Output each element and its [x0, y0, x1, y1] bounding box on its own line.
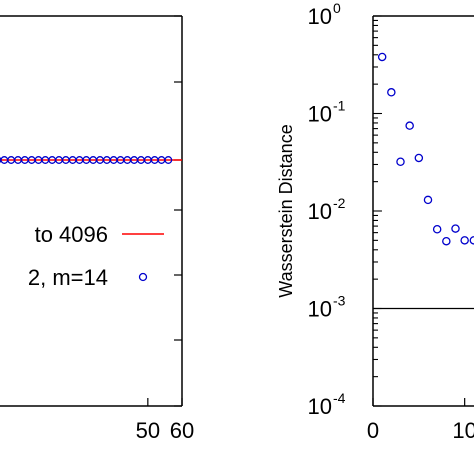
- left-x-tick-labels: 05060: [136, 418, 195, 443]
- right-left-axis-ticks: [373, 15, 382, 407]
- legend: to 4096 2, m=14: [28, 222, 164, 290]
- right-y-tick-exponent: -2: [333, 195, 346, 211]
- right-series-group: [377, 52, 474, 246]
- left-x-tick-label: 60: [170, 418, 194, 443]
- left-series-group: [0, 156, 182, 164]
- right-data-point: [442, 236, 451, 246]
- right-data-point: [451, 224, 460, 233]
- right-data-point: [396, 157, 405, 166]
- right-data-point: [405, 121, 414, 130]
- right-y-tick-base: 10: [308, 102, 332, 127]
- right-y-tick-label: 10 0: [308, 0, 341, 29]
- left-chart-panel: 05060 to 4096 2, m=14: [0, 15, 195, 443]
- right-data-point: [387, 88, 396, 97]
- left-data-point: [164, 156, 173, 164]
- right-y-tick-exponent: 0: [333, 0, 341, 16]
- right-data-point: [377, 52, 387, 62]
- right-y-tick-base: 10: [308, 4, 332, 29]
- right-bottom-axis-ticks: [372, 398, 466, 406]
- legend-entry-line-label: to 4096: [35, 222, 108, 247]
- right-y-tick-base: 10: [308, 394, 332, 419]
- right-data-point: [460, 236, 469, 245]
- right-x-tick-label: 10: [452, 418, 474, 443]
- right-data-point: [414, 153, 424, 163]
- left-right-axis-ticks: [174, 15, 182, 407]
- legend-entry-marker-swatch: [138, 272, 148, 282]
- right-y-tick-label: 10 -2: [308, 195, 346, 224]
- left-bottom-axis-ticks: [147, 398, 183, 406]
- right-data-point: [423, 195, 433, 205]
- right-y-tick-label: 10 -3: [308, 293, 346, 322]
- right-data-point: [432, 224, 442, 234]
- right-y-tick-base: 10: [308, 297, 332, 322]
- right-data-point: [469, 236, 474, 245]
- left-x-tick-label: 50: [136, 418, 160, 443]
- right-y-tick-base: 10: [308, 199, 332, 224]
- right-x-tick-label: 0: [367, 418, 379, 443]
- right-y-tick-exponent: -3: [333, 293, 346, 309]
- right-y-tick-label: 10 -4: [308, 390, 346, 419]
- right-x-tick-labels: 0 10: [367, 418, 474, 443]
- right-y-tick-label: 10 -1: [308, 98, 346, 127]
- y-axis-title: Wasserstein Distance: [276, 124, 296, 297]
- legend-entry-marker-label: 2, m=14: [28, 265, 108, 290]
- right-y-tick-exponent: -1: [333, 98, 346, 114]
- right-y-tick-exponent: -4: [333, 390, 346, 406]
